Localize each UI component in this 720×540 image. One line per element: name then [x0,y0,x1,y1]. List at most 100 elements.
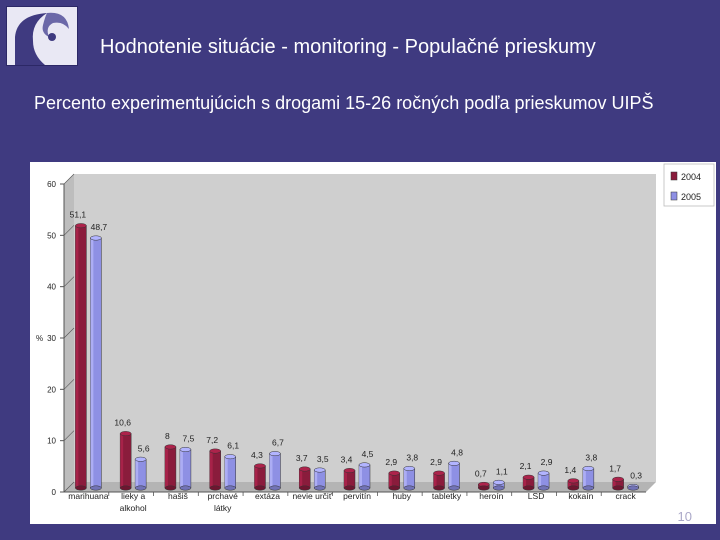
bar-2004-1 [119,431,132,491]
bar-top [298,466,311,472]
category-label: kokaín [568,491,593,501]
bar-top [493,479,505,485]
y-tick-diagonal [63,225,75,236]
y-tick-label: 10 [47,437,56,446]
legend-label-2004: 2004 [681,172,701,182]
bar-2005-6 [358,462,371,491]
bar-highlight [612,479,616,488]
bar-highlight [224,456,228,488]
y-tick-diagonal [63,276,75,287]
bar-highlight [299,469,303,488]
bar-top [582,466,595,471]
bar-2004-0 [75,223,87,491]
bar-2004-6 [343,468,356,491]
bar-base [582,485,595,491]
y-axis-title: % [36,334,43,343]
bar-base [209,485,221,491]
data-label: 7,5 [183,434,195,444]
bar-top [343,468,356,473]
bar-2005-2 [179,447,192,491]
bar-top [537,470,550,476]
logo-icon [7,7,77,65]
data-label: 3,7 [296,453,308,463]
y-tick-label: 20 [47,385,56,394]
y-tick-label: 60 [47,180,56,189]
bar-base [433,485,445,491]
bar-top [164,444,177,450]
data-label: 8 [165,431,170,441]
bar-base [254,485,266,491]
data-label: 0,3 [630,470,642,480]
bar-base [90,485,102,491]
category-label: látky [214,503,232,513]
y-tick-label: 30 [47,334,56,343]
bar-highlight [135,459,139,488]
bar-base [537,485,550,491]
bar-highlight [164,446,168,488]
bar-highlight [448,463,452,488]
bar-highlight [493,482,497,488]
bar-2005-8 [448,460,460,491]
bar-highlight [90,238,94,488]
data-label: 1,4 [564,465,576,475]
plot-back-wall [64,174,656,492]
bar-base [448,485,460,491]
bar-highlight [314,470,318,488]
bar-top [448,460,460,466]
bar-2004-11 [567,478,580,491]
bar-2004-4 [254,463,266,491]
bar-top [75,223,87,229]
bar-top [388,470,401,476]
bar-base [478,485,490,491]
legend-swatch-2005 [670,191,678,201]
category-label: crack [615,491,636,501]
data-label: 4,5 [362,449,374,459]
bar-top [269,451,281,457]
bar-base [75,485,87,491]
data-label: 3,4 [341,455,353,465]
bar-base [224,485,236,491]
category-label: alkohol [120,503,147,513]
category-label: LSD [528,491,545,501]
bar-base [313,485,326,491]
y-tick-label: 50 [47,231,56,240]
y-tick-diagonal [63,430,75,441]
bar-base [403,485,416,491]
bar-2004-10 [522,474,535,491]
bar-2005-0 [90,235,102,491]
y-tick-diagonal [63,379,75,390]
category-label: prchavé [208,491,239,501]
bar-base [522,485,535,491]
bar-top [358,462,371,468]
bar-base [119,485,132,491]
bar-highlight [403,468,407,488]
bar-base [567,485,580,491]
data-label: 48,7 [91,222,108,232]
data-label: 4,8 [451,447,463,457]
chart-panel: 0 10 20 30 40 50 60% 51,1 48,7 marihuana 10,6 5,6 li… [30,162,716,524]
bar-top [90,235,102,241]
data-label: 10,6 [114,418,131,428]
data-label: 3,5 [317,454,329,464]
bar-top [433,470,445,476]
data-label: 1,7 [609,463,621,473]
category-label: marihuana [68,491,108,501]
bar-base [388,485,401,491]
bar-base [269,485,281,491]
bar-chart: 0 10 20 30 40 50 60% 51,1 48,7 marihuana 10,6 5,6 li… [36,163,715,513]
bar-2004-7 [388,470,401,491]
bar-highlight [567,480,571,488]
bar-top [209,448,221,454]
bar-highlight [523,477,527,488]
bar-2005-10 [537,470,550,491]
bar-highlight [209,451,213,488]
bar-base [179,485,192,491]
data-label: 4,3 [251,450,263,460]
data-label: 3,8 [406,452,418,462]
category-label: tabletky [432,491,462,501]
bar-highlight [344,470,347,488]
data-label: 2,1 [520,461,532,471]
data-label: 7,2 [206,435,218,445]
y-tick-diagonal [63,327,75,339]
bar-base [493,485,505,491]
